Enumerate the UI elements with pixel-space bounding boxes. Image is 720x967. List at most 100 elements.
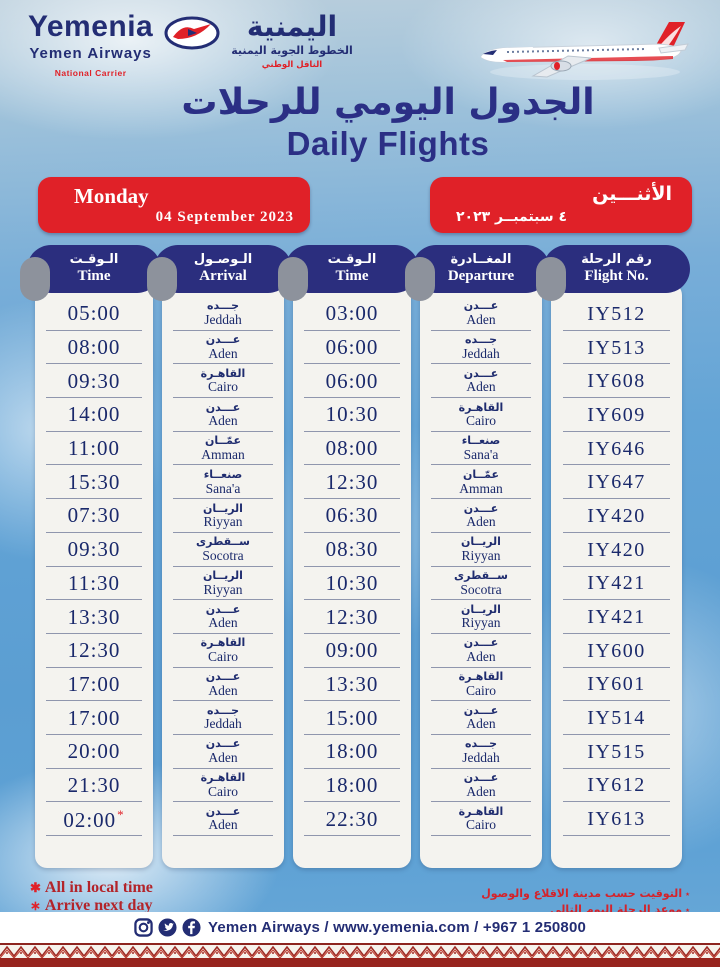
city-name-english: Riyyan (203, 514, 243, 530)
flight-number-cell: IY512 (551, 297, 682, 331)
flight-time-cell: 08:00 (293, 432, 411, 466)
city-name-english: Cairo (466, 413, 496, 429)
time-value: 21:30 (67, 772, 121, 797)
time-value: 05:00 (67, 301, 121, 326)
city-cell: القاهـرة Cairo (162, 769, 284, 803)
flight-time-cell: 05:00 (35, 297, 153, 331)
column-body-arrival-time: 05:00 08:00 09:30 14:00 11:00 15:30 07:30 09:30… (35, 283, 160, 875)
flight-time-cell: 09:00 (293, 634, 411, 668)
city-name-english: Cairo (466, 682, 496, 698)
city-name-english: Cairo (466, 817, 496, 833)
time-value: 14:00 (67, 402, 121, 427)
time-value: 18:00 (325, 739, 379, 764)
flight-time-cell: 12:30 (293, 465, 411, 499)
time-value: 18:00 (325, 772, 379, 797)
city-cell: عـــدن Aden (162, 398, 284, 432)
city-cell: عـــدن Aden (420, 499, 542, 533)
city-name-english: Riyyan (461, 615, 501, 631)
time-value: 12:30 (67, 638, 121, 663)
header-label-arabic: رقم الرحلة (581, 252, 652, 268)
column-flight-number: رقم الرحلة Flight No. IY512 IY513 IY608 IY6… (536, 245, 690, 875)
city-name-arabic: الريــان (461, 535, 501, 549)
header-label-arabic: الـوصـول (193, 252, 253, 268)
facebook-icon (182, 918, 201, 937)
flight-time-cell: 06:00 (293, 364, 411, 398)
flight-time-cell: 12:30 (293, 600, 411, 634)
decorative-zigzag-border (0, 945, 720, 958)
time-value: 08:30 (325, 537, 379, 562)
header-label-arabic: الـوقـت (327, 252, 377, 268)
header-label-english: Flight No. (584, 268, 649, 285)
city-name-arabic: الريــان (461, 602, 501, 616)
social-icons (134, 918, 201, 937)
header-label-arabic: المغــادرة (450, 252, 512, 268)
city-name-arabic: جـــده (206, 299, 240, 313)
asterisk-icon: ✱ (30, 880, 41, 895)
time-value: 15:00 (325, 705, 379, 730)
flight-number-cell: IY513 (551, 331, 682, 365)
flight-time-cell: 08:00 (35, 331, 153, 365)
flight-time-cell: 14:00 (35, 398, 153, 432)
flight-number-cell: IY421 (551, 600, 682, 634)
header-label-arabic: الـوقـت (69, 252, 119, 268)
time-value: 09:00 (325, 638, 379, 663)
flight-number-value: IY608 (587, 370, 646, 393)
city-cell: جـــده Jeddah (420, 735, 542, 769)
city-cell: عـــدن Aden (420, 364, 542, 398)
city-name-arabic: عـــدن (205, 737, 241, 751)
city-cell: عـــدن Aden (162, 331, 284, 365)
city-name-arabic: جـــده (464, 333, 498, 347)
flight-number-value: IY512 (587, 302, 646, 325)
city-name-english: Aden (466, 716, 496, 732)
column-arrival-time: الـوقـت Time 05:00 08:00 09:30 14:00 11:00 15… (20, 245, 161, 875)
time-value: 10:30 (325, 570, 379, 595)
city-name-english: Aden (466, 783, 496, 799)
city-cell: عـــدن Aden (162, 668, 284, 702)
city-cell: عمّــان Amman (162, 432, 284, 466)
city-name-arabic: ســقطرى (454, 568, 508, 582)
city-cell: جـــده Jeddah (162, 297, 284, 331)
time-value: 17:00 (67, 671, 121, 696)
twitter-icon (158, 918, 177, 937)
time-value: 11:30 (67, 570, 121, 595)
header-label-english: Time (77, 268, 111, 285)
yemenia-emblem-icon (163, 14, 221, 59)
city-name-arabic: عـــدن (205, 670, 241, 683)
city-name-english: Aden (208, 413, 238, 429)
flight-time-cell: 20:00 (35, 735, 153, 769)
flight-time-cell: 18:00 (293, 769, 411, 803)
column-departure-city: المغــادرة Departure عـــدن Aden جـــده Jed… (405, 245, 550, 875)
column-arrival-city: الـوصـول Arrival جـــده Jeddah عـــدن Aden ا… (147, 245, 292, 875)
column-header-departure-city: المغــادرة Departure (405, 245, 550, 301)
flight-number-cell: IY421 (551, 567, 682, 601)
city-name-arabic: القاهـرة (200, 771, 246, 785)
city-name-arabic: عـــدن (205, 804, 241, 818)
flight-schedule-table: الـوقـت Time 05:00 08:00 09:30 14:00 11:00 15… (20, 245, 690, 875)
footnotes-english: ✱ All in local time ∗ Arrive next day (30, 879, 153, 916)
city-name-english: Sana'a (205, 480, 241, 496)
flight-number-value: IY421 (587, 606, 646, 629)
city-name-english: Aden (208, 682, 238, 698)
time-value: 06:00 (325, 335, 379, 360)
asterisk-icon: ∗ (30, 898, 41, 914)
city-cell: عـــدن Aden (420, 297, 542, 331)
flight-number-cell: IY515 (551, 735, 682, 769)
city-name-english: Jeddah (462, 345, 500, 361)
city-name-english: Riyyan (461, 547, 501, 563)
time-value: 13:30 (67, 604, 121, 629)
city-cell: عـــدن Aden (162, 600, 284, 634)
asterisk-icon: ٭ (685, 906, 690, 916)
city-name-english: Cairo (208, 379, 238, 395)
city-cell: القاهـرة Cairo (420, 398, 542, 432)
city-name-arabic: عـــدن (463, 366, 499, 380)
flight-number-value: IY609 (587, 403, 646, 426)
city-cell: ســقطرى Socotra (420, 567, 542, 601)
city-name-english: Cairo (208, 783, 238, 799)
flight-number-value: IY601 (587, 673, 646, 696)
time-value: 15:30 (67, 469, 121, 494)
national-carrier-label: National Carrier (54, 68, 127, 78)
brand-header: Yemenia Yemen Airways National Carrier ا… (28, 11, 353, 78)
flight-time-cell: 17:00 (35, 668, 153, 702)
footnote-next-day: Arrive next day (44, 897, 153, 915)
